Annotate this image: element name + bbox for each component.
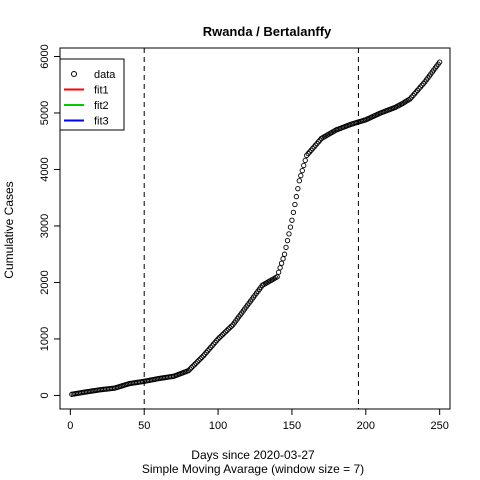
data-point — [295, 186, 301, 192]
legend-marker-data — [71, 71, 77, 77]
data-point — [290, 209, 297, 216]
x-tick-label: 100 — [209, 420, 227, 432]
data-point — [227, 324, 233, 331]
legend-label-fit3: fit3 — [94, 115, 109, 127]
data-point — [222, 329, 229, 335]
legend-label-fit2: fit2 — [94, 100, 109, 112]
data-point — [302, 157, 308, 164]
data-points — [69, 59, 443, 397]
data-point — [289, 217, 295, 223]
chart-title: Rwanda / Bertalanffy — [203, 24, 332, 39]
data-point — [199, 354, 205, 361]
y-tick-label: 3000 — [39, 214, 51, 238]
x-tick-label: 200 — [357, 420, 375, 432]
data-point — [293, 193, 300, 200]
data-point — [193, 360, 199, 366]
y-tick-label: 2000 — [39, 270, 51, 294]
data-point — [299, 167, 305, 174]
y-axis-label: Cumulative Cases — [2, 181, 16, 278]
data-point — [281, 251, 288, 257]
data-point — [278, 260, 285, 266]
data-point — [284, 237, 291, 244]
reference-lines — [143, 48, 359, 409]
data-point — [187, 366, 193, 372]
legend-label-fit1: fit1 — [94, 84, 109, 96]
y-tick-label: 5000 — [39, 101, 51, 125]
data-point — [292, 201, 298, 208]
data-point — [188, 364, 195, 371]
y-tick-label: 0 — [39, 392, 51, 398]
data-point — [275, 269, 282, 275]
y-axis: 0 1000 2000 3000 4000 5000 6000 — [39, 44, 61, 399]
data-point — [280, 256, 286, 262]
data-point — [221, 330, 227, 336]
data-point — [283, 244, 289, 251]
data-point — [191, 362, 198, 368]
data-point — [219, 332, 226, 338]
legend-box — [59, 58, 125, 131]
y-tick-label: 1000 — [39, 327, 51, 351]
data-point — [296, 178, 302, 184]
x-tick-label: 150 — [283, 420, 301, 432]
y-tick-label: 6000 — [39, 44, 51, 68]
data-point — [197, 356, 203, 362]
y-tick-label: 4000 — [39, 157, 51, 181]
x-axis-label: Days since 2020-03-27 — [191, 448, 315, 462]
data-point — [274, 274, 280, 280]
x-axis: 0 50 100 150 200 250 — [67, 408, 449, 432]
data-point — [437, 59, 443, 65]
data-point — [301, 162, 307, 169]
data-point — [218, 333, 224, 339]
legend-label-data: data — [94, 69, 116, 81]
data-point — [196, 357, 202, 363]
data-point — [286, 231, 292, 237]
data-point — [298, 173, 304, 179]
data-point — [277, 265, 283, 271]
data-point — [225, 326, 232, 332]
data-point — [190, 363, 196, 369]
data-point — [215, 336, 221, 342]
data-point — [185, 367, 192, 374]
data-point — [287, 224, 294, 230]
x-tick-label: 250 — [430, 420, 448, 432]
legend: data fit1 fit2 fit3 — [59, 58, 125, 131]
data-point — [228, 323, 235, 329]
data-point — [216, 334, 223, 341]
x-tick-label: 50 — [138, 420, 150, 432]
x-tick-label: 0 — [67, 420, 73, 432]
data-point — [194, 359, 201, 365]
data-point — [224, 327, 230, 334]
x-axis-sublabel: Simple Moving Avarage (window size = 7) — [142, 462, 364, 476]
